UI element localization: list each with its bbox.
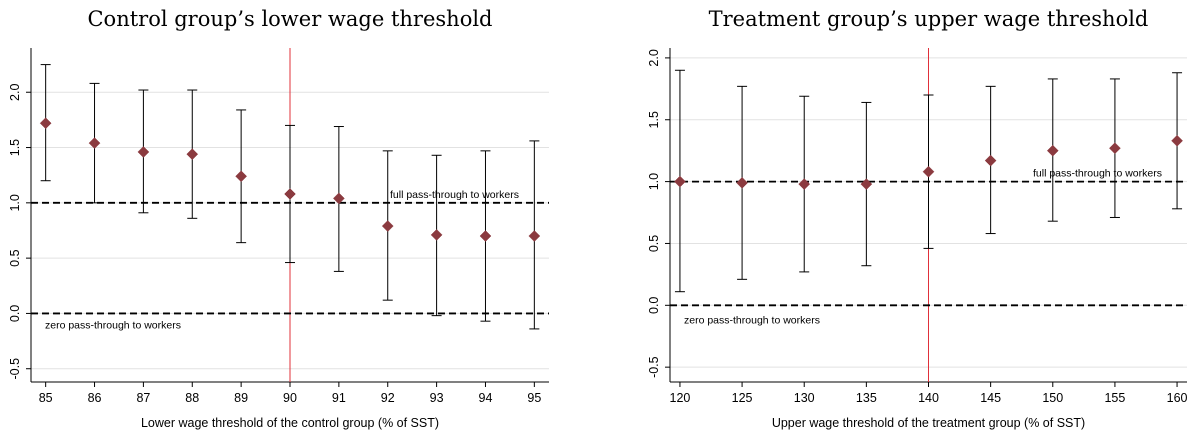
x-tick-label: 91: [332, 391, 346, 405]
x-tick-label: 130: [794, 391, 815, 405]
point-estimate-marker: [381, 220, 394, 232]
x-tick-label: 120: [670, 391, 691, 405]
point-estimate-marker: [674, 175, 686, 188]
x-tick-label: 95: [527, 391, 541, 405]
point-estimate-marker: [137, 146, 150, 158]
point-estimate-marker: [39, 117, 52, 130]
x-tick-label: 86: [88, 391, 102, 405]
y-tick-label: 1.5: [647, 111, 661, 128]
point-estimate-marker: [88, 137, 101, 149]
point-estimate-marker: [1046, 144, 1059, 157]
x-tick-label: 140: [918, 391, 939, 405]
point-estimate-marker: [528, 230, 541, 242]
x-tick-label: 89: [234, 391, 248, 405]
y-tick-label: 1.5: [8, 139, 22, 156]
zero-pass-through-label: zero pass-through to workers: [684, 314, 820, 326]
chart-panel-2: Treatment group’s upper wage threshold -0…: [647, 7, 1188, 430]
y-tick-label: 0.0: [8, 305, 22, 322]
y-tick-label: 0.5: [647, 235, 661, 252]
y-tick-label: 0.5: [8, 249, 22, 266]
y-tick-label: -0.5: [8, 358, 22, 380]
full-pass-through-label: full pass-through to workers: [1033, 168, 1162, 180]
chart-title: Treatment group’s upper wage threshold: [709, 7, 1149, 31]
x-tick-label: 93: [430, 391, 444, 405]
x-tick-label: 125: [732, 391, 753, 405]
point-estimate-marker: [235, 170, 247, 183]
x-tick-label: 145: [980, 391, 1001, 405]
x-tick-label: 85: [39, 391, 53, 405]
point-estimate-marker: [860, 178, 873, 190]
point-estimate-marker: [284, 188, 296, 200]
point-estimate-marker: [479, 230, 492, 242]
point-estimate-marker: [333, 192, 345, 205]
zero-pass-through-label: zero pass-through to workers: [45, 319, 181, 331]
x-tick-label: 92: [381, 391, 395, 405]
y-tick-label: 2.0: [647, 49, 661, 66]
x-tick-label: 90: [283, 391, 297, 405]
y-tick-label: 0.0: [647, 297, 661, 314]
point-estimate-marker: [736, 176, 748, 189]
x-tick-label: 94: [479, 391, 493, 405]
y-tick-label: 2.0: [8, 84, 22, 101]
y-tick-label: 1.0: [8, 194, 22, 211]
point-estimate-marker: [430, 229, 443, 241]
y-tick-label: 1.0: [647, 173, 661, 190]
point-estimate-marker: [186, 148, 199, 161]
x-tick-label: 87: [136, 391, 150, 405]
x-axis-label: Lower wage threshold of the control grou…: [141, 416, 439, 430]
chart-panel-1: Control group’s lower wage threshold -0.5…: [8, 7, 549, 430]
x-tick-label: 160: [1167, 391, 1188, 405]
point-estimate-marker: [922, 165, 935, 178]
point-estimate-marker: [984, 154, 997, 167]
x-tick-label: 88: [185, 391, 199, 405]
point-estimate-marker: [1171, 134, 1183, 147]
point-estimate-marker: [798, 178, 811, 190]
full-pass-through-label: full pass-through to workers: [390, 189, 519, 201]
x-axis-label: Upper wage threshold of the treatment gr…: [772, 416, 1085, 430]
x-tick-label: 155: [1104, 391, 1125, 405]
point-estimate-marker: [1109, 142, 1121, 155]
x-tick-label: 135: [856, 391, 877, 405]
y-tick-label: -0.5: [647, 356, 661, 378]
x-tick-label: 150: [1042, 391, 1063, 405]
chart-title: Control group’s lower wage threshold: [87, 7, 492, 31]
